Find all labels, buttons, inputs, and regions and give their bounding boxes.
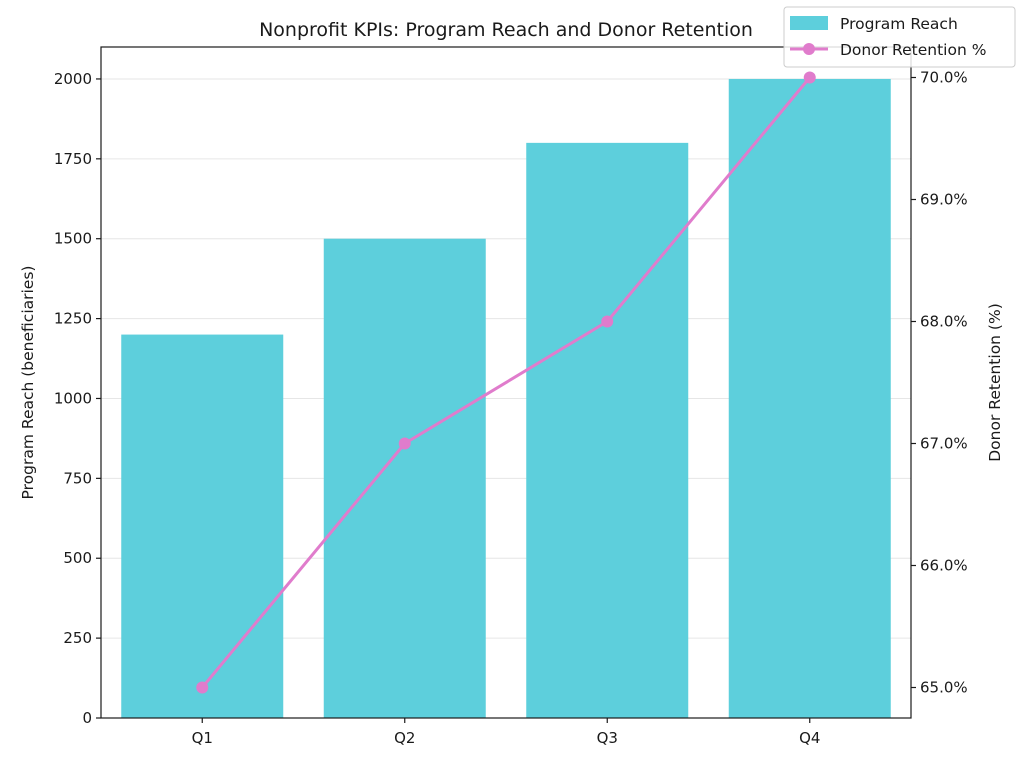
bar-program-reach-q4 [728,78,891,718]
legend-swatch-donor-retention-marker [803,43,815,55]
point-donor-retention-q1 [196,681,209,694]
tick-label-left-1250: 1250 [54,310,92,328]
point-donor-retention-q2 [398,437,411,450]
tick-label-x-q4: Q4 [799,729,820,747]
legend-label-program-reach: Program Reach [840,15,958,33]
tick-label-right-69: 69.0% [920,191,968,209]
tick-label-right-66: 66.0% [920,557,968,575]
tick-label-right-67: 67.0% [920,435,968,453]
legend: Program Reach Donor Retention % [783,6,1016,68]
chart-title: Nonprofit KPIs: Program Reach and Donor … [259,19,753,41]
tick-label-right-70: 70.0% [920,69,968,87]
tick-label-left-0: 0 [82,709,92,727]
tick-label-right-68: 68.0% [920,313,968,331]
tick-label-left-250: 250 [63,629,92,647]
plot-frame [100,46,912,719]
tick-label-left-750: 750 [63,469,92,487]
tick-label-x-q2: Q2 [394,729,415,747]
legend-swatch-program-reach [790,16,828,30]
bar-program-reach-q3 [526,142,689,718]
bar-program-reach-q2 [323,238,486,718]
line-series-donor-retention [196,71,816,694]
bar-series-program-reach [121,78,891,718]
tick-label-left-2000: 2000 [54,70,92,88]
tick-label-left-1000: 1000 [54,389,92,407]
y-axis-right-label: Donor Retention (%) [986,303,1004,462]
legend-box [783,6,1016,68]
axes [96,46,916,723]
tick-label-x-q1: Q1 [192,729,213,747]
y-axis-left-label: Program Reach (beneficiaries) [19,266,37,500]
tick-label-left-500: 500 [63,549,92,567]
point-donor-retention-q3 [601,315,614,328]
tick-labels: 0 250 500 750 1000 1250 1500 1750 2000 65.0% 66.0%… [54,69,968,748]
line-donor-retention [200,76,812,689]
tick-label-left-1500: 1500 [54,230,92,248]
tick-label-left-1750: 1750 [54,150,92,168]
bar-program-reach-q1 [121,334,284,718]
tick-label-right-65: 65.0% [920,679,968,697]
legend-label-donor-retention: Donor Retention % [840,41,986,59]
point-donor-retention-q4 [803,71,816,84]
tick-label-x-q3: Q3 [597,729,618,747]
